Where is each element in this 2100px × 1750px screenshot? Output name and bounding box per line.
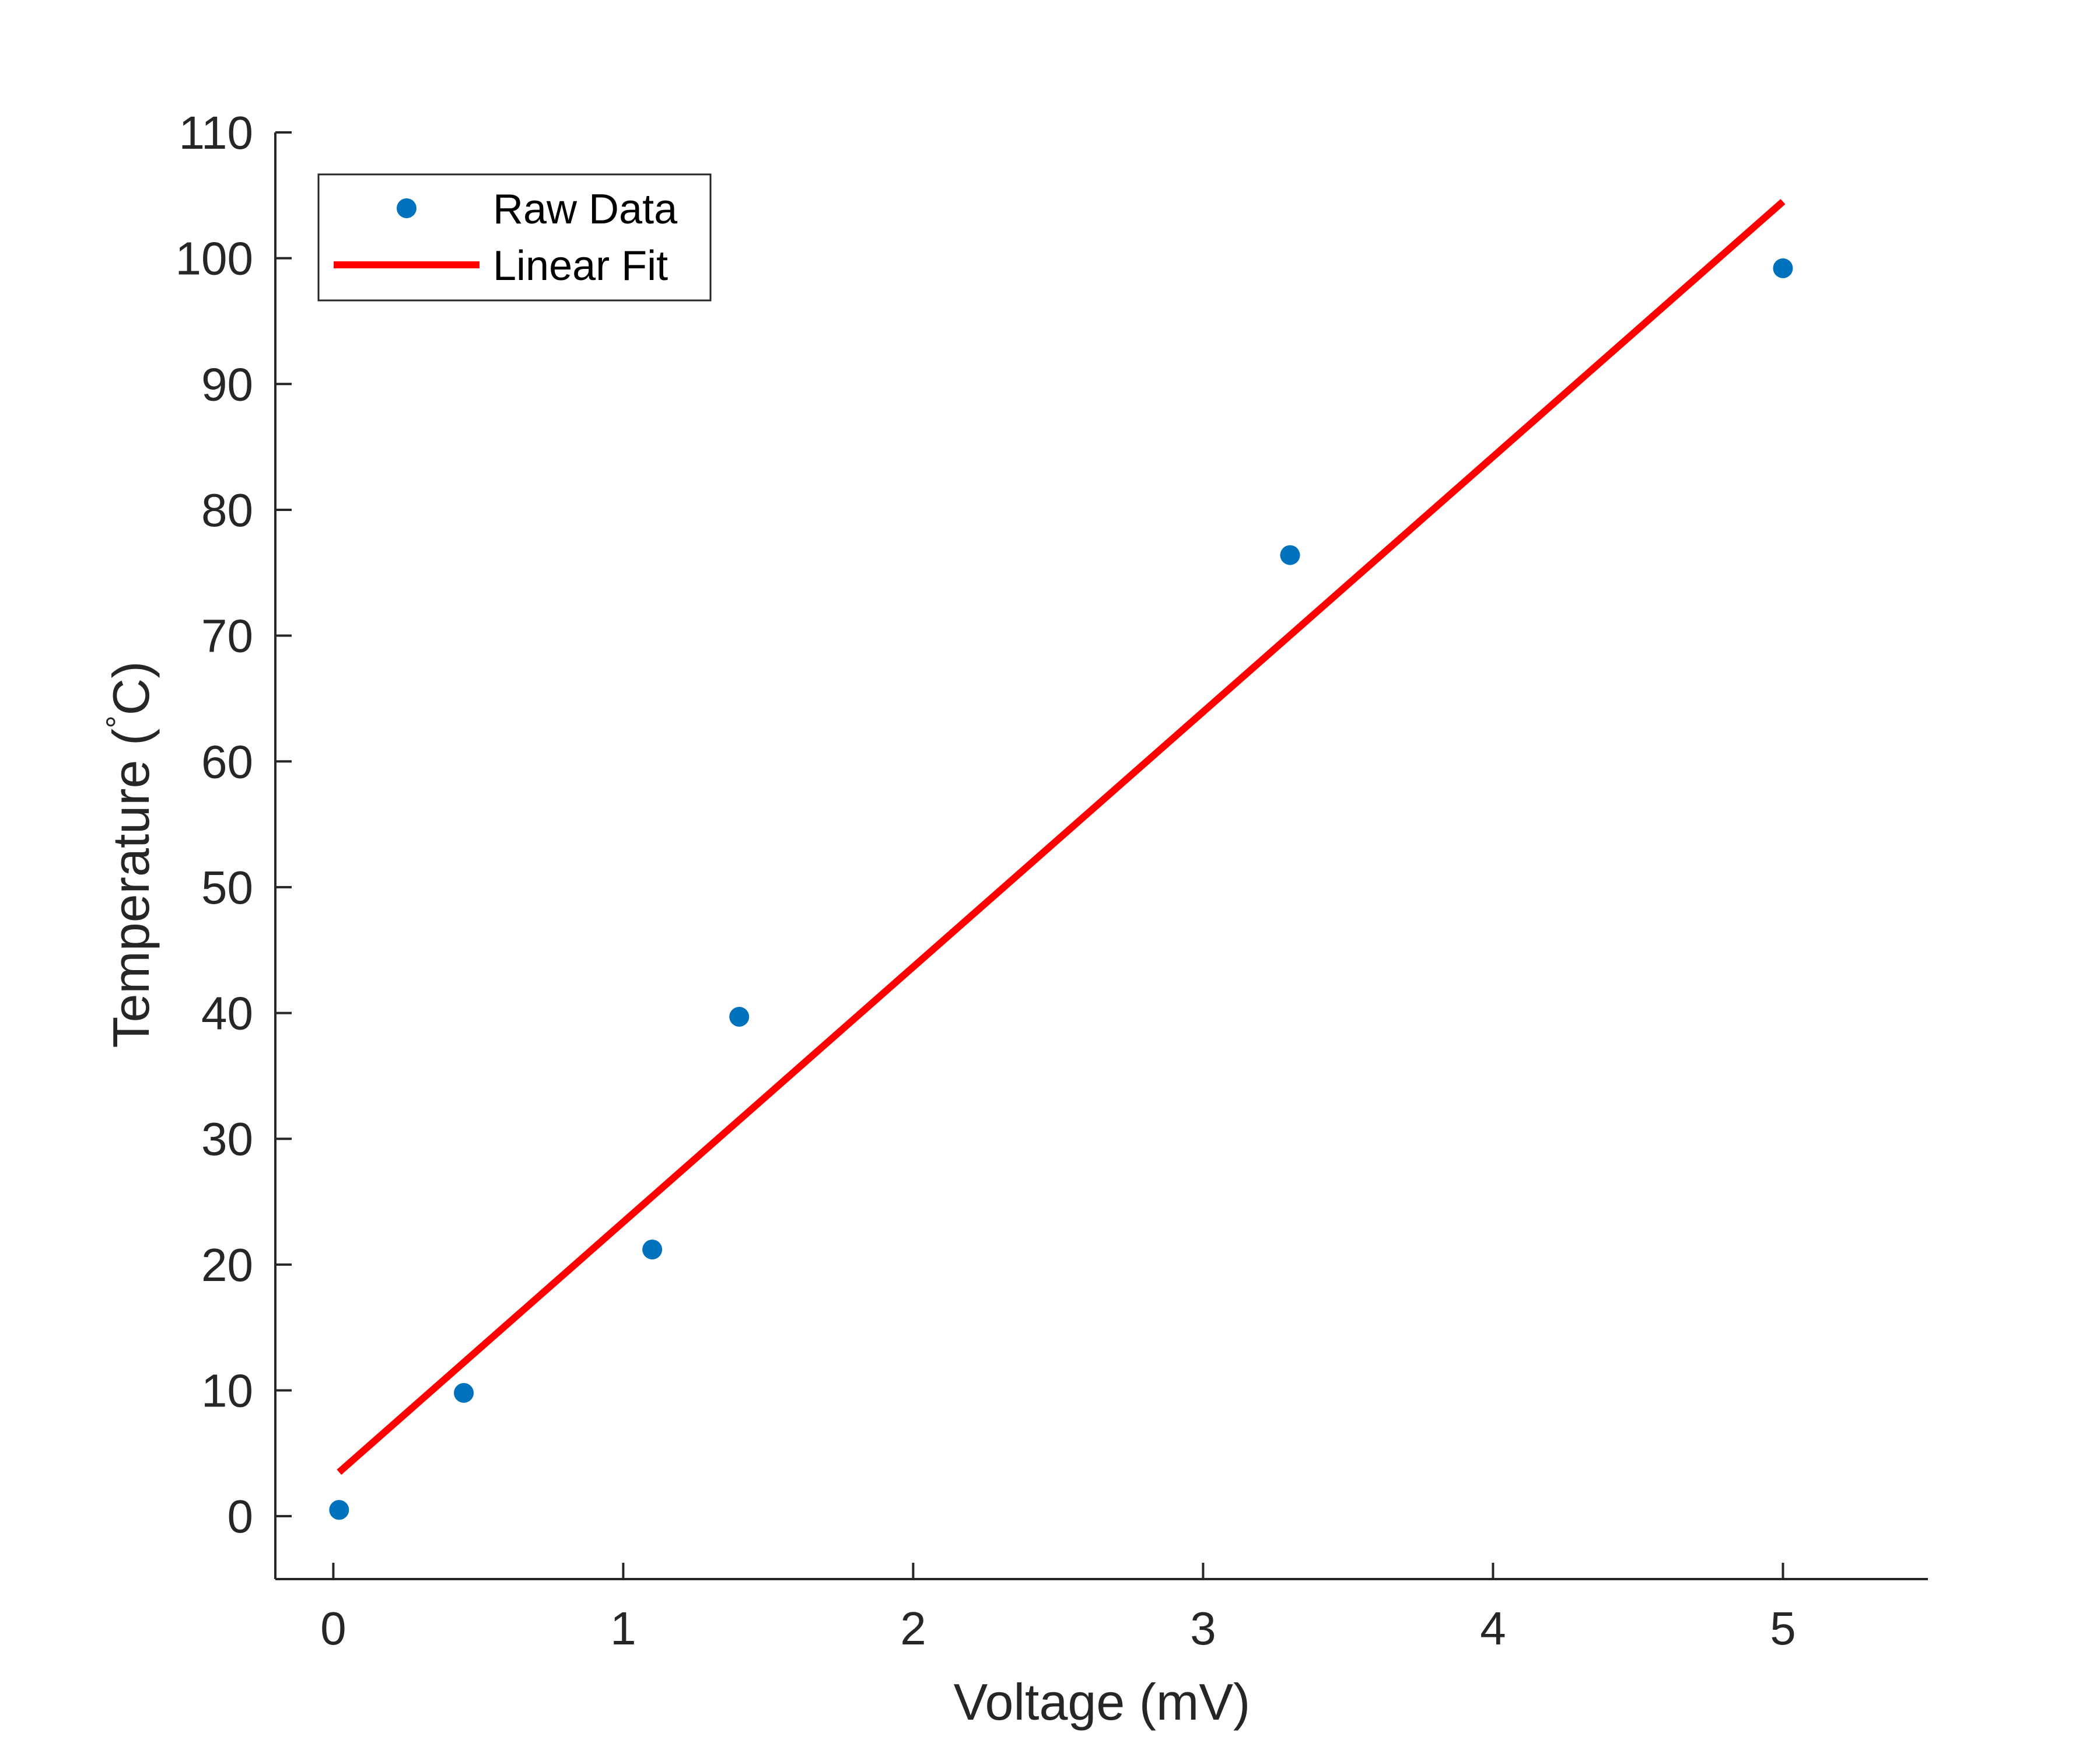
- legend-box: [317, 173, 712, 302]
- y-tick-label: 20: [201, 1239, 253, 1291]
- y-axis-label-prefix: Temperature (: [102, 729, 160, 1048]
- y-tick-label: 60: [201, 736, 253, 788]
- y-tick-label: 30: [201, 1113, 253, 1165]
- data-point: [1280, 545, 1300, 565]
- series-layer: [329, 199, 1793, 1520]
- y-axis-label: Temperature (°C): [99, 661, 160, 1048]
- y-axis-ticks: 0 10 20 30 40 50 60 70 80 90 100 110: [176, 107, 292, 1542]
- legend-raw-data-label: Raw Data: [493, 186, 678, 233]
- x-tick-label: 1: [610, 1602, 636, 1654]
- x-axis-ticks: 0 1 2 3 4 5: [320, 1563, 1796, 1654]
- y-tick-label: 80: [201, 484, 253, 536]
- x-tick-label: 2: [900, 1602, 926, 1654]
- x-axis-label: Voltage (mV): [954, 1673, 1251, 1731]
- data-point: [454, 1382, 474, 1403]
- y-tick-label: 110: [178, 107, 253, 159]
- x-tick-label: 5: [1770, 1602, 1796, 1654]
- x-tick-label: 4: [1480, 1602, 1506, 1654]
- data-point: [329, 1500, 349, 1520]
- data-point: [1773, 258, 1793, 278]
- y-tick-label: 0: [228, 1490, 254, 1542]
- y-tick-label: 50: [201, 862, 253, 914]
- y-axis-label-suffix: C): [102, 661, 160, 715]
- legend-raw-data-marker: [397, 198, 416, 218]
- legend-linear-fit-label: Linear Fit: [493, 243, 668, 289]
- x-tick-label: 0: [320, 1602, 346, 1654]
- data-point: [642, 1239, 663, 1259]
- y-axis-label-degree: °: [99, 715, 136, 728]
- y-tick-label: 70: [201, 610, 253, 662]
- y-tick-label: 90: [201, 358, 253, 410]
- y-tick-label: 100: [176, 233, 253, 285]
- linear-fit-line: [337, 199, 1786, 1475]
- y-tick-label: 40: [201, 988, 253, 1040]
- plot-area: 0 10 20 30 40 50 60 70 80 90 100 110 0 1 2 3 4 5: [176, 107, 1928, 1654]
- legend: Raw Data Linear Fit: [317, 173, 712, 302]
- x-tick-label: 3: [1190, 1602, 1216, 1654]
- y-tick-label: 10: [201, 1365, 253, 1417]
- data-point: [729, 1007, 750, 1027]
